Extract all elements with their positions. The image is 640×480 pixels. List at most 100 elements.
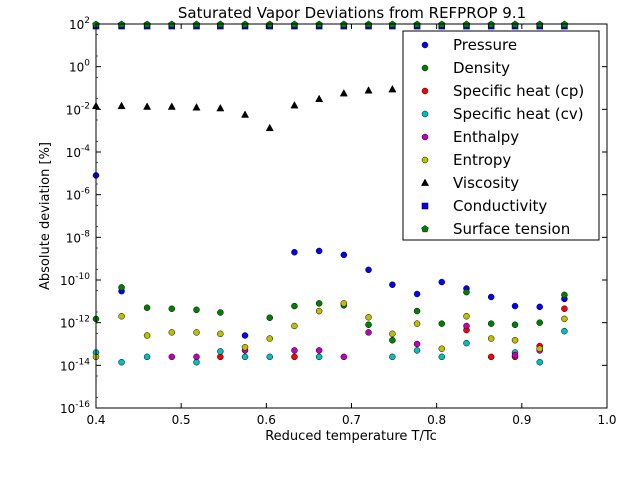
specific-heat-cp-point (291, 353, 298, 361)
specific-heat-cv-point (389, 353, 396, 361)
x-tick-label: 0.9 (512, 413, 531, 427)
legend-label: Conductivity (453, 197, 547, 215)
viscosity-point (265, 123, 274, 132)
series-entropy (92, 300, 568, 361)
y-tick-label: 10-12 (60, 315, 90, 331)
density-point (463, 288, 470, 296)
entropy-point (118, 312, 125, 320)
y-tick-label: 10-2 (66, 101, 90, 117)
legend-label: Enthalpy (453, 128, 519, 146)
series-pressure (92, 172, 568, 339)
density-point (266, 314, 273, 322)
specific-heat-cv-point (241, 353, 249, 361)
y-tick-label: 10-16 (60, 400, 90, 416)
x-tick-label: 0.8 (427, 413, 446, 427)
viscosity-point (143, 102, 152, 110)
viscosity-point (364, 86, 373, 94)
density-point (365, 321, 372, 328)
enthalpy-point (291, 347, 298, 354)
density-point (143, 304, 151, 312)
legend-label: Specific heat (cp) (453, 82, 584, 100)
pressure-point (340, 251, 348, 259)
entropy-point (241, 344, 249, 351)
enthalpy-point (168, 353, 176, 361)
viscosity-point (216, 103, 225, 112)
y-tick-label: 10-14 (60, 357, 90, 373)
x-axis-ticks: 0.4 0.5 0.6 0.7 0.8 0.9 1.0 (86, 24, 617, 427)
density-point (561, 291, 568, 299)
specific-heat-cv-point (266, 353, 273, 361)
entropy-point (168, 329, 176, 336)
density-point (315, 300, 323, 307)
density-point (511, 321, 519, 328)
pressure-point (487, 293, 495, 301)
legend-box (402, 30, 600, 241)
y-tick-label: 10-10 (60, 272, 90, 288)
legend-entries: Pressure Density Specific heat (cp) Specifi… (420, 36, 584, 238)
series-specific-heat-cv (92, 327, 568, 366)
enthalpy-point (193, 353, 200, 361)
x-tick-label: 0.6 (257, 413, 276, 427)
pressure-point (389, 281, 396, 288)
specific-heat-cv-point (438, 353, 446, 361)
entropy-point (365, 313, 372, 321)
series-viscosity (91, 84, 397, 132)
entropy-point (438, 345, 446, 352)
specific-heat-cp-point (217, 353, 224, 361)
legend: Pressure Density Specific heat (cp) Specifi… (402, 30, 600, 241)
legend-item-specific-heat-cv: Specific heat (cv) (421, 105, 584, 123)
pressure-point (511, 302, 519, 310)
density-point (536, 319, 543, 326)
legend-item-specific-heat-cp: Specific heat (cp) (421, 82, 584, 100)
y-axis-label: Absolute deviation [%] (38, 142, 53, 290)
viscosity-point (388, 84, 397, 93)
legend-marker-specific-heat-cp (421, 87, 429, 95)
enthalpy-point (365, 329, 372, 336)
legend-marker-entropy (421, 156, 429, 164)
series-enthalpy (168, 322, 543, 361)
legend-marker-pressure (421, 41, 429, 49)
legend-label: Entropy (453, 151, 511, 169)
viscosity-point (192, 103, 201, 111)
pressure-point (365, 266, 372, 274)
density-point (193, 306, 200, 314)
pressure-point (536, 303, 543, 311)
pressure-point (241, 332, 249, 339)
specific-heat-cv-point (463, 339, 470, 347)
legend-label: Surface tension (453, 220, 570, 238)
legend-marker-enthalpy (421, 133, 429, 141)
entropy-point (266, 335, 273, 342)
entropy-point (315, 307, 323, 315)
viscosity-point (315, 94, 324, 103)
legend-marker-specific-heat-cv (421, 110, 429, 118)
legend-label: Density (453, 59, 510, 77)
legend-item-pressure: Pressure (421, 36, 517, 54)
entropy-point (463, 312, 470, 320)
x-tick-label: 0.5 (172, 413, 191, 427)
specific-heat-cp-point (487, 353, 495, 361)
density-point (487, 320, 495, 327)
legend-marker-conductivity (421, 202, 429, 210)
entropy-point (511, 336, 519, 344)
pressure-point (315, 247, 323, 255)
x-tick-label: 0.4 (86, 413, 105, 427)
legend-marker-surface-tension (421, 225, 429, 233)
density-point (168, 305, 176, 312)
y-tick-label: 100 (69, 59, 90, 75)
legend-marker-density (421, 64, 429, 72)
pressure-point (291, 248, 298, 256)
x-tick-label: 1.0 (597, 413, 616, 427)
entropy-point (291, 322, 298, 330)
viscosity-point (167, 102, 176, 110)
enthalpy-point (413, 340, 421, 348)
legend-item-entropy: Entropy (421, 151, 511, 169)
legend-item-density: Density (421, 59, 510, 77)
specific-heat-cv-point (315, 353, 323, 361)
entropy-point (143, 332, 151, 339)
enthalpy-point (340, 353, 348, 361)
legend-label: Viscosity (453, 174, 519, 192)
entropy-point (561, 315, 568, 323)
viscosity-point (117, 101, 126, 110)
chart-title: Saturated Vapor Deviations from REFPROP … (178, 4, 526, 22)
